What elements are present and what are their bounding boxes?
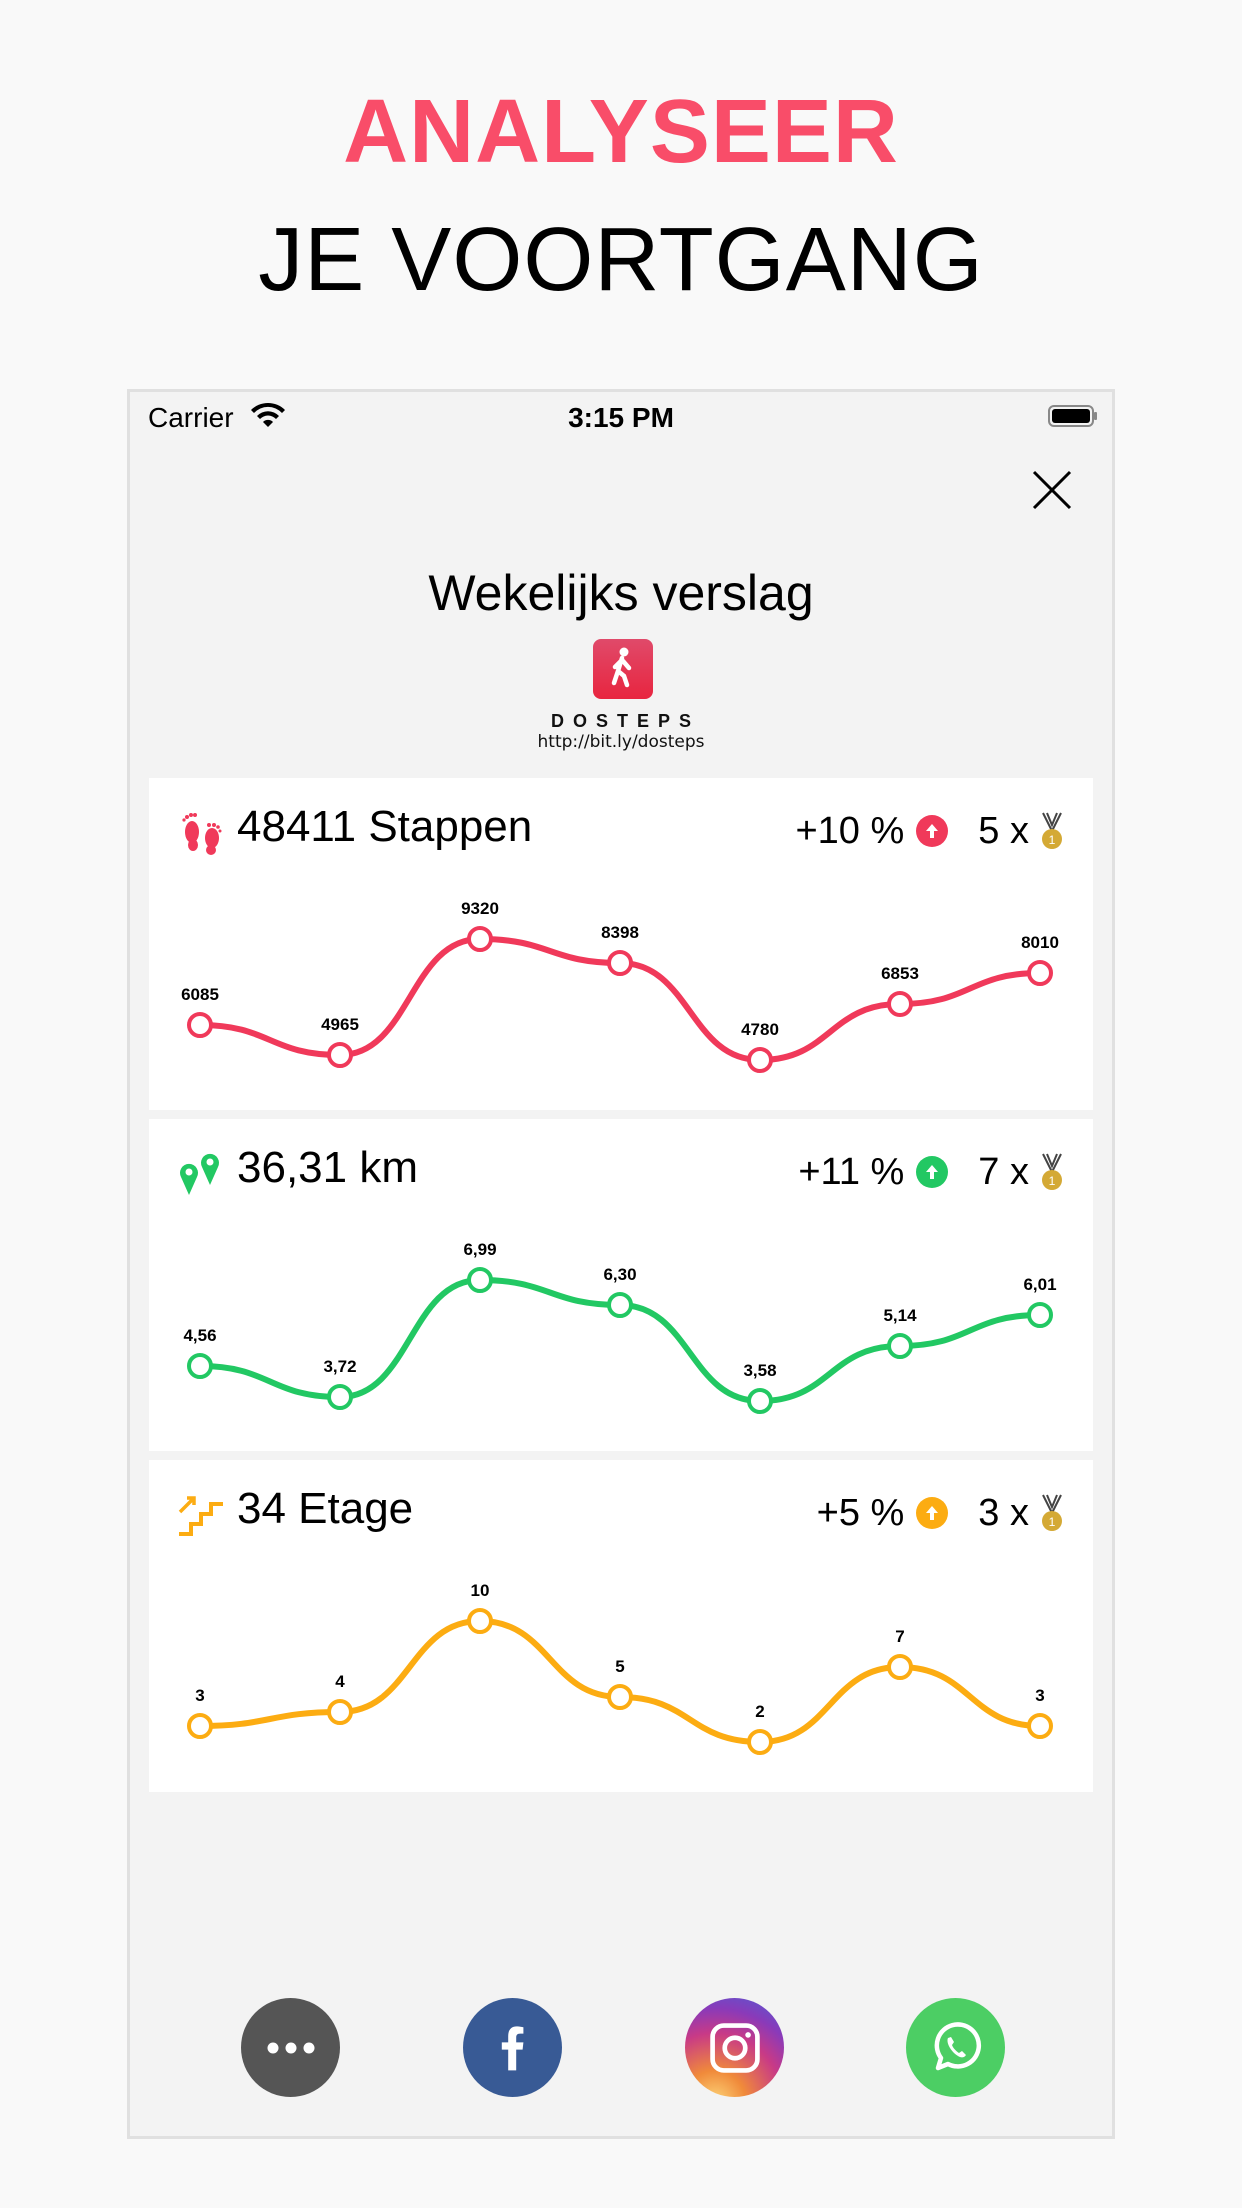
chart-point (187, 1012, 213, 1038)
share-more-button[interactable] (241, 1998, 340, 2097)
chart-value-label: 6085 (181, 985, 219, 1004)
chart-point (187, 1713, 213, 1739)
floors-card: 34 Etage +5 % 3 x 1 3 4 10 5 2 7 3 (149, 1460, 1093, 1792)
chart-point (887, 991, 913, 1017)
chart-value-label: 4780 (741, 1020, 779, 1039)
distance-card: 36,31 km +11 % 7 x 1 4,56 3,72 6,99 6,30 3,5… (149, 1119, 1093, 1451)
footprints-icon (182, 813, 222, 855)
chart-point (887, 1654, 913, 1680)
steps-chart: 6085 4965 9320 8398 4780 6853 8010 (181, 899, 1059, 1073)
chart-point (467, 926, 493, 952)
chart-value-label: 4965 (321, 1015, 359, 1034)
report-title: Wekelijks verslag (428, 565, 814, 621)
status-bar: Carrier 3:15 PM (130, 392, 1112, 434)
distance-total: 36,31 km (237, 1143, 418, 1192)
floors-badges: 3 x (978, 1491, 1029, 1534)
stairs-icon (178, 1496, 223, 1536)
share-facebook-button[interactable] (463, 1998, 562, 2097)
phone-screen: Carrier 3:15 PM Wekelijks verslag DOSTEP… (127, 389, 1115, 2139)
chart-point (607, 1684, 633, 1710)
chart-value-label: 4,56 (183, 1326, 216, 1345)
chart-line (199, 1617, 1041, 1746)
chart-value-label: 7 (895, 1627, 904, 1646)
svg-text:1: 1 (1049, 1174, 1056, 1188)
chart-point (1027, 960, 1053, 986)
medal-icon: 1 (1042, 1153, 1062, 1190)
more-dots-icon (267, 2042, 314, 2053)
instagram-icon (709, 2022, 760, 2073)
steps-stats: +10 % 5 x 1 (795, 806, 1065, 856)
chart-value-label: 6,01 (1023, 1275, 1056, 1294)
chart-point (467, 1267, 493, 1293)
brand-url[interactable]: http://bit.ly/dosteps (537, 732, 705, 752)
chart-point (187, 1353, 213, 1379)
chart-point (747, 1729, 773, 1755)
medal-icon: 1 (1042, 1494, 1062, 1531)
chart-value-label: 10 (471, 1581, 490, 1600)
chart-point (607, 1292, 633, 1318)
chart-value-label: 5 (615, 1657, 624, 1676)
arrow-up-icon (916, 1156, 949, 1188)
chart-value-label: 3 (195, 1686, 204, 1705)
chart-value-label: 8010 (1021, 933, 1059, 952)
chart-value-label: 4 (335, 1672, 345, 1691)
clock: 3:15 PM (568, 402, 674, 433)
steps-card: 48411 Stappen +10 % 5 x 1 6085 4965 9320 83… (149, 778, 1093, 1110)
distance-change: +11 % (798, 1150, 905, 1193)
steps-change: +10 % (795, 809, 905, 852)
chart-value-label: 6,30 (603, 1265, 636, 1284)
whatsapp-icon (934, 2021, 981, 2070)
svg-text:1: 1 (1049, 833, 1056, 847)
distance-badges: 7 x (978, 1150, 1029, 1193)
carrier-label: Carrier (148, 402, 234, 433)
arrow-up-icon (916, 815, 949, 847)
chart-value-label: 6,99 (463, 1240, 496, 1259)
promo-subheadline: JE VOORTGANG (258, 210, 984, 310)
chart-point (1027, 1302, 1053, 1328)
close-icon[interactable] (1030, 468, 1074, 512)
distance-stats: +11 % 7 x 1 (798, 1147, 1065, 1197)
chart-value-label: 8398 (601, 923, 639, 942)
distance-chart: 4,56 3,72 6,99 6,30 3,58 5,14 6,01 (183, 1240, 1057, 1414)
floors-change: +5 % (816, 1491, 905, 1534)
walking-person-icon (611, 647, 632, 688)
chart-value-label: 2 (755, 1702, 764, 1721)
map-pins-icon (180, 1153, 219, 1195)
chart-point (327, 1384, 353, 1410)
brand-name: DOSTEPS (550, 711, 701, 731)
chart-value-label: 5,14 (883, 1306, 917, 1325)
steps-total: 48411 Stappen (237, 802, 533, 851)
chart-point (887, 1333, 913, 1359)
chart-point (327, 1699, 353, 1725)
chart-value-label: 6853 (881, 964, 919, 983)
promo-headline: ANALYSEER (343, 82, 899, 182)
chart-value-label: 3,72 (323, 1357, 356, 1376)
chart-value-label: 3,58 (743, 1361, 776, 1380)
steps-badges: 5 x (978, 809, 1029, 852)
wifi-icon (251, 402, 285, 427)
chart-point (747, 1388, 773, 1414)
arrow-up-icon (916, 1497, 949, 1529)
facebook-icon (501, 2025, 523, 2070)
chart-point (1027, 1713, 1053, 1739)
chart-point (747, 1047, 773, 1073)
floors-total: 34 Etage (237, 1484, 414, 1533)
floors-chart: 3 4 10 5 2 7 3 (187, 1581, 1053, 1755)
app-logo (593, 639, 653, 699)
share-instagram-button[interactable] (685, 1998, 784, 2097)
chart-point (327, 1042, 353, 1068)
svg-text:1: 1 (1049, 1515, 1056, 1529)
floors-stats: +5 % 3 x 1 (817, 1488, 1065, 1538)
chart-value-label: 9320 (461, 899, 499, 918)
chart-point (467, 1608, 493, 1634)
share-whatsapp-button[interactable] (906, 1998, 1005, 2097)
chart-value-label: 3 (1035, 1686, 1044, 1705)
medal-icon: 1 (1042, 812, 1062, 849)
battery-icon (1048, 405, 1097, 427)
chart-point (607, 950, 633, 976)
